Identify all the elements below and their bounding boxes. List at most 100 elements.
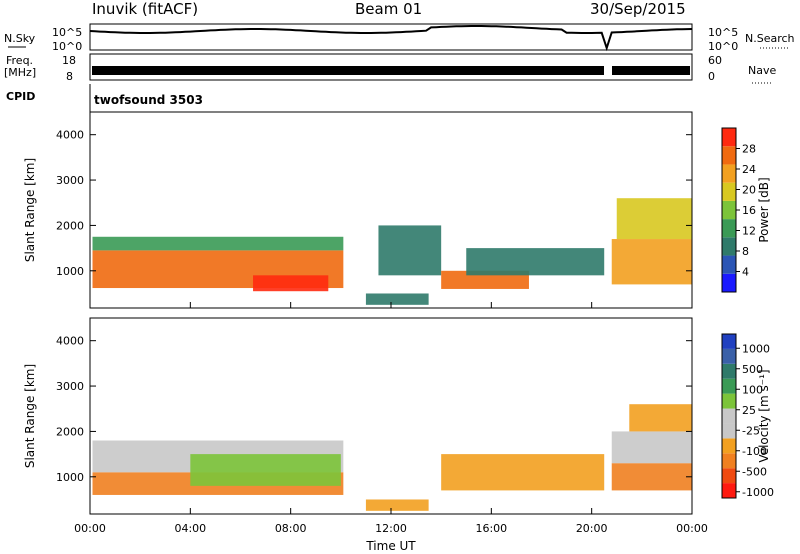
velocity-y-axis: 1000 2000 3000 4000: [56, 335, 692, 484]
velocity-band-7: [629, 404, 692, 432]
nave-tick-top: 60: [708, 54, 722, 67]
power-band-6: [466, 248, 605, 276]
y-tick-label: 2000: [56, 219, 84, 232]
power-y-axis: 1000 2000 3000 4000: [56, 129, 692, 278]
freq-label-line2: [MHz]: [4, 66, 36, 79]
colorbar-tick-label: -100: [742, 445, 767, 458]
freq-label-line1: Freq.: [6, 54, 33, 67]
colorbar-swatch: [722, 453, 736, 469]
velocity-band-3: [365, 499, 429, 511]
power-band-2: [253, 275, 329, 292]
velocity-colorbar-label: Velocity [m s⁻¹]: [757, 369, 771, 462]
colorbar-swatch: [722, 200, 736, 220]
station-title: Inuvik (fitACF): [92, 0, 199, 18]
nave-band-2: [612, 66, 690, 75]
freq-tick-top: 18: [62, 54, 76, 67]
colorbar-swatch: [722, 483, 736, 498]
colorbar-swatch: [722, 348, 736, 364]
colorbar-swatch: [722, 164, 736, 183]
x-tick-label: 00:00: [676, 522, 708, 535]
x-tick-label: 20:00: [576, 522, 608, 535]
x-tick-label: 08:00: [275, 522, 307, 535]
colorbar-swatch: [722, 378, 736, 394]
colorbar-swatch: [722, 237, 736, 256]
nsearch-label: N.Search: [745, 32, 795, 45]
noise-tick-top-right: 10^5: [708, 26, 738, 39]
velocity-band-4: [441, 454, 605, 491]
velocity-data: [92, 404, 692, 511]
colorbar-tick-label: 500: [742, 363, 763, 376]
power-band-1: [92, 236, 344, 251]
velocity-band-5: [611, 463, 692, 491]
colorbar-swatch: [722, 393, 736, 409]
power-y-label: Slant Range [km]: [23, 158, 37, 262]
x-axis-label: Time UT: [365, 539, 416, 553]
nave-tick-bottom: 0: [708, 70, 715, 83]
power-band-7: [611, 239, 692, 285]
freq-tick-bottom: 8: [66, 70, 73, 83]
colorbar-tick-label: 24: [742, 163, 756, 176]
x-tick-label: 16:00: [475, 522, 507, 535]
nsky-trace: [89, 25, 693, 52]
velocity-x-axis: 00:00 04:00 08:00 12:00 16:00 20:00 00:00: [74, 508, 708, 535]
colorbar-tick-label: 16: [742, 204, 756, 217]
power-panel: 1000 2000 3000 4000 Slant Range [km] 4 8 12 16…: [23, 111, 771, 309]
x-tick-label: 04:00: [174, 522, 206, 535]
y-tick-label: 4000: [56, 335, 84, 348]
colorbar-swatch: [722, 468, 736, 484]
cpid-label: CPID: [6, 90, 35, 103]
colorbar-tick-label: -25: [742, 424, 760, 437]
beam-title: Beam 01: [355, 0, 423, 18]
x-tick-label: 12:00: [375, 522, 407, 535]
noise-tick-bottom-right: 10^0: [708, 40, 738, 53]
freq-panel: Freq. [MHz] 18 8 60 0 Nave: [4, 53, 776, 84]
velocity-colorbar: 1000 500 100 25 -25 -100 -500 -1000: [721, 333, 774, 499]
colorbar-tick-label: 25: [742, 404, 756, 417]
noise-panel: N.Sky 10^5 10^0 10^5 10^0 N.Search: [4, 23, 795, 53]
velocity-panel: 1000 2000 3000 4000 00:00 04:00 08:00 12:00 16:…: [23, 317, 774, 535]
colorbar-swatch: [722, 219, 736, 238]
y-tick-label: 4000: [56, 129, 84, 142]
y-tick-label: 3000: [56, 380, 84, 393]
power-band-4: [378, 225, 442, 276]
cpid-row: CPID twofsound 3503: [6, 84, 203, 112]
colorbar-swatch: [722, 363, 736, 379]
y-tick-label: 1000: [56, 471, 84, 484]
colorbar-swatch: [722, 146, 736, 165]
colorbar-swatch: [722, 255, 736, 274]
colorbar-swatch: [722, 128, 736, 147]
colorbar-swatch: [722, 438, 736, 454]
velocity-band-2: [190, 454, 341, 486]
colorbar-tick-label: 4: [742, 266, 749, 279]
nave-band: [92, 66, 604, 75]
colorbar-tick-label: 20: [742, 184, 756, 197]
nsky-label: N.Sky: [4, 32, 36, 45]
colorbar-tick-label: 12: [742, 225, 756, 238]
colorbar-tick-label: 1000: [742, 342, 770, 355]
y-tick-label: 2000: [56, 425, 84, 438]
power-colorbar: 4 8 12 16 20 24 28: [721, 127, 756, 293]
noise-tick-bottom-left: 10^0: [52, 40, 82, 53]
power-data: [92, 198, 692, 305]
colorbar-tick-label: -1000: [742, 486, 774, 499]
power-colorbar-label: Power [dB]: [757, 177, 771, 242]
colorbar-swatch: [722, 408, 736, 424]
y-tick-label: 3000: [56, 174, 84, 187]
x-tick-label: 00:00: [74, 522, 106, 535]
power-band-3: [365, 293, 429, 305]
colorbar-tick-label: -500: [742, 465, 767, 478]
power-x-ticks: [89, 302, 693, 308]
colorbar-swatch: [722, 182, 736, 201]
cpid-value: twofsound 3503: [94, 93, 203, 107]
colorbar-swatch: [722, 423, 736, 439]
date-title: 30/Sep/2015: [590, 0, 686, 18]
colorbar-tick-label: 8: [742, 245, 749, 258]
nave-label: Nave: [748, 64, 776, 77]
velocity-y-label: Slant Range [km]: [23, 364, 37, 468]
power-band-8: [616, 198, 692, 240]
colorbar-tick-label: 28: [742, 143, 756, 156]
colorbar-swatch: [722, 273, 736, 292]
colorbar-tick-label: 100: [742, 383, 763, 396]
velocity-band-6: [611, 431, 692, 464]
